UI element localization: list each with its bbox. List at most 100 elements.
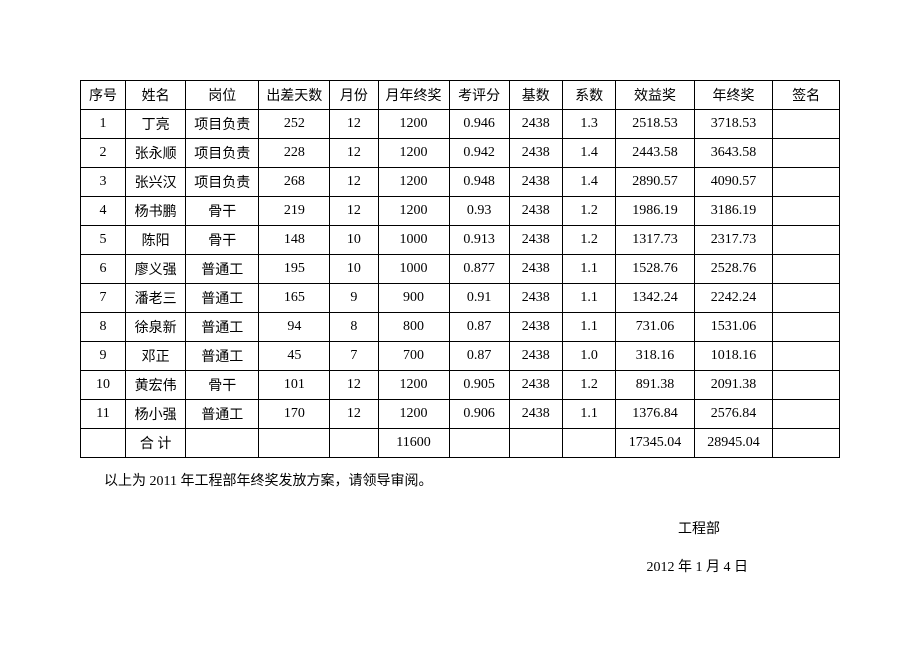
table-cell: 杨书鹏 [126,197,186,226]
table-cell: 1.3 [562,110,615,139]
table-cell: 148 [259,226,330,255]
table-cell: 2528.76 [694,255,773,284]
table-row: 9邓正普通工4577000.8724381.0318.161018.16 [81,342,840,371]
table-cell: 1.1 [562,255,615,284]
table-header-cell: 签名 [773,81,840,110]
date-text: 2012 年 1 月 4 日 [80,556,748,576]
table-cell: 228 [259,139,330,168]
bonus-table: 序号姓名岗位出差天数月份月年终奖考评分基数系数效益奖年终奖签名 1丁亮项目负责2… [80,80,840,458]
table-row: 7潘老三普通工16599000.9124381.11342.242242.24 [81,284,840,313]
table-cell [773,139,840,168]
table-cell: 6 [81,255,126,284]
table-cell: 2438 [509,400,562,429]
table-cell: 2317.73 [694,226,773,255]
table-header-cell: 考评分 [449,81,509,110]
table-cell: 黄宏伟 [126,371,186,400]
table-row: 3张兴汉项目负责2681212000.94824381.42890.574090… [81,168,840,197]
table-cell: 2576.84 [694,400,773,429]
table-header-cell: 年终奖 [694,81,773,110]
table-header-row: 序号姓名岗位出差天数月份月年终奖考评分基数系数效益奖年终奖签名 [81,81,840,110]
table-cell: 1986.19 [616,197,695,226]
table-cell: 11600 [378,429,449,458]
table-row: 5陈阳骨干1481010000.91324381.21317.732317.73 [81,226,840,255]
table-cell: 4090.57 [694,168,773,197]
table-cell: 17345.04 [616,429,695,458]
table-cell: 2443.58 [616,139,695,168]
table-cell: 3 [81,168,126,197]
table-cell [773,255,840,284]
table-cell: 8 [330,313,378,342]
table-cell: 9 [330,284,378,313]
table-cell: 2438 [509,168,562,197]
table-cell [773,226,840,255]
table-cell: 0.91 [449,284,509,313]
table-cell: 7 [81,284,126,313]
table-cell: 2 [81,139,126,168]
table-cell: 2438 [509,284,562,313]
table-cell: 0.87 [449,313,509,342]
table-cell: 1200 [378,371,449,400]
table-cell: 1342.24 [616,284,695,313]
table-cell: 0.946 [449,110,509,139]
table-cell: 1018.16 [694,342,773,371]
table-cell: 5 [81,226,126,255]
table-cell: 1317.73 [616,226,695,255]
table-cell: 普通工 [186,313,259,342]
table-cell [773,110,840,139]
table-cell: 1000 [378,226,449,255]
table-cell: 12 [330,110,378,139]
table-cell: 1200 [378,110,449,139]
table-cell: 3186.19 [694,197,773,226]
table-cell: 800 [378,313,449,342]
table-cell: 900 [378,284,449,313]
table-cell: 8 [81,313,126,342]
table-cell: 10 [330,226,378,255]
table-cell: 28945.04 [694,429,773,458]
table-cell: 徐泉新 [126,313,186,342]
table-cell: 陈阳 [126,226,186,255]
table-cell [773,284,840,313]
table-cell [562,429,615,458]
table-cell [773,313,840,342]
table-row: 合 计1160017345.0428945.04 [81,429,840,458]
table-cell: 1528.76 [616,255,695,284]
table-cell: 2518.53 [616,110,695,139]
table-cell: 骨干 [186,371,259,400]
table-cell: 0.905 [449,371,509,400]
table-cell: 1.4 [562,168,615,197]
table-cell: 1200 [378,197,449,226]
table-cell: 1.0 [562,342,615,371]
table-cell: 丁亮 [126,110,186,139]
table-cell: 318.16 [616,342,695,371]
table-row: 8徐泉新普通工9488000.8724381.1731.061531.06 [81,313,840,342]
table-cell: 891.38 [616,371,695,400]
note-text: 以上为 2011 年工程部年终奖发放方案，请领导审阅。 [104,470,840,490]
department-text: 工程部 [80,518,720,538]
table-cell: 101 [259,371,330,400]
table-cell: 700 [378,342,449,371]
table-cell [449,429,509,458]
table-cell: 12 [330,371,378,400]
table-cell: 廖义强 [126,255,186,284]
table-row: 1丁亮项目负责2521212000.94624381.32518.533718.… [81,110,840,139]
table-cell: 张兴汉 [126,168,186,197]
table-header-cell: 序号 [81,81,126,110]
table-cell: 12 [330,197,378,226]
table-cell: 165 [259,284,330,313]
table-cell [186,429,259,458]
table-cell: 4 [81,197,126,226]
table-header-cell: 岗位 [186,81,259,110]
table-cell: 项目负责 [186,139,259,168]
table-cell: 1.1 [562,313,615,342]
table-cell: 10 [330,255,378,284]
table-row: 4杨书鹏骨干2191212000.9324381.21986.193186.19 [81,197,840,226]
table-cell: 252 [259,110,330,139]
table-cell: 1.2 [562,371,615,400]
table-header-cell: 姓名 [126,81,186,110]
table-cell: 0.93 [449,197,509,226]
table-header-cell: 月份 [330,81,378,110]
table-cell: 2438 [509,371,562,400]
table-header-cell: 系数 [562,81,615,110]
table-cell: 10 [81,371,126,400]
table-cell: 普通工 [186,255,259,284]
